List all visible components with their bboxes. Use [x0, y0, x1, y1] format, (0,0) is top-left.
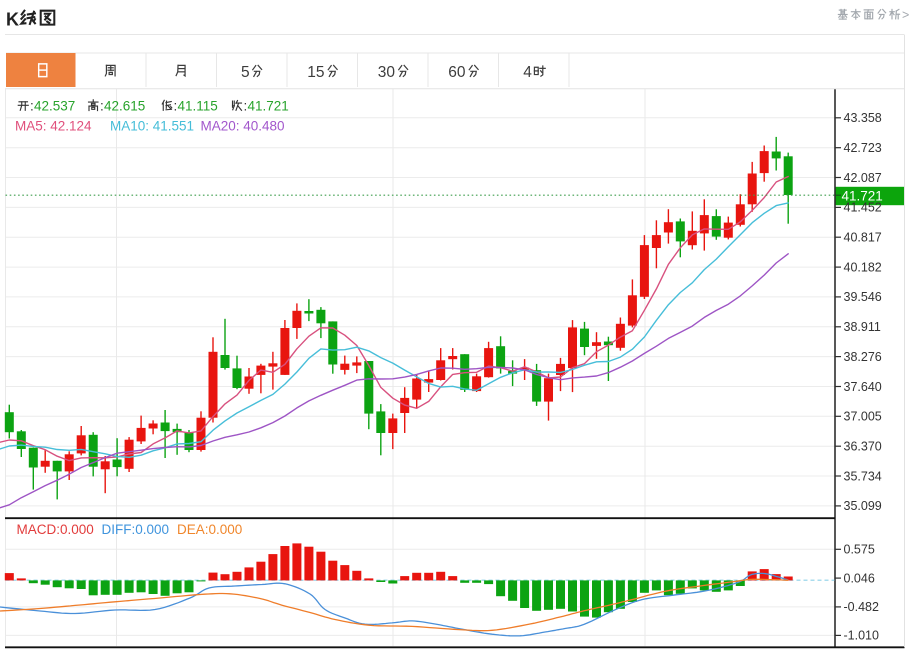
svg-text:42.087: 42.087 [844, 171, 882, 185]
svg-text:39.546: 39.546 [844, 290, 882, 304]
svg-text:41.115: 41.115 [178, 98, 218, 113]
svg-text:K: K [6, 10, 19, 30]
svg-text:35.099: 35.099 [844, 499, 882, 513]
svg-text::: : [100, 98, 104, 113]
svg-text:41.721: 41.721 [842, 189, 883, 204]
svg-text:36.370: 36.370 [844, 440, 882, 454]
svg-text:0.046: 0.046 [844, 571, 875, 585]
svg-text:37.005: 37.005 [844, 410, 882, 424]
svg-text:4: 4 [523, 64, 532, 81]
svg-text:DEA:0.000: DEA:0.000 [177, 522, 242, 537]
svg-text:>: > [902, 8, 909, 22]
svg-text:42.615: 42.615 [104, 98, 145, 113]
svg-text::: : [244, 98, 248, 113]
svg-text:40.817: 40.817 [844, 231, 882, 245]
svg-text:5: 5 [241, 64, 250, 81]
svg-text:15: 15 [307, 64, 324, 81]
svg-text:MACD:0.000: MACD:0.000 [17, 522, 94, 537]
svg-text:42.537: 42.537 [34, 98, 75, 113]
svg-text:35.734: 35.734 [844, 469, 882, 483]
svg-text:38.276: 38.276 [844, 350, 882, 364]
svg-text:MA5: 42.124: MA5: 42.124 [15, 119, 92, 134]
svg-text:MA20: 40.480: MA20: 40.480 [201, 119, 285, 134]
svg-text:-1.010: -1.010 [844, 629, 879, 643]
svg-text:DIFF:0.000: DIFF:0.000 [102, 522, 170, 537]
svg-text::: : [174, 98, 178, 113]
svg-text::: : [30, 98, 34, 113]
svg-text:43.358: 43.358 [844, 111, 882, 125]
svg-text:30: 30 [378, 64, 396, 81]
svg-text:41.452: 41.452 [844, 201, 882, 215]
svg-text:MA10: 41.551: MA10: 41.551 [110, 119, 194, 134]
svg-text:60: 60 [448, 64, 466, 81]
svg-text:41.721: 41.721 [248, 98, 289, 113]
svg-text:0.575: 0.575 [844, 543, 875, 557]
svg-text:38.911: 38.911 [844, 320, 881, 334]
svg-text:42.723: 42.723 [844, 141, 882, 155]
svg-text:-0.482: -0.482 [844, 600, 879, 614]
svg-text:37.640: 37.640 [844, 380, 882, 394]
svg-text:40.182: 40.182 [844, 260, 882, 274]
